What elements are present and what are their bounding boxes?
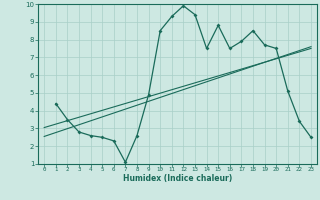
X-axis label: Humidex (Indice chaleur): Humidex (Indice chaleur) [123,174,232,183]
